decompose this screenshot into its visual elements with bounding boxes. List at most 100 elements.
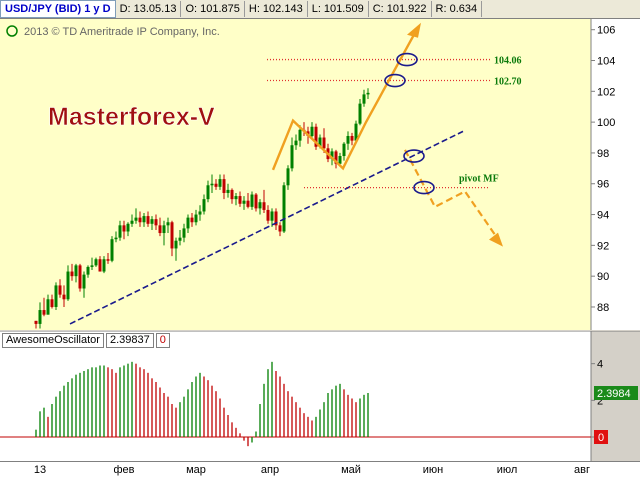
osc-value-tag	[594, 386, 638, 400]
time-tick-label: июн	[422, 464, 444, 476]
price-tick-label: 90	[597, 271, 609, 283]
candle-body	[150, 219, 154, 224]
annotations-group: 104.06 102.70 pivot MF	[69, 22, 522, 325]
candle-body	[286, 168, 290, 186]
candle-body	[310, 126, 314, 136]
logo-icon	[6, 25, 18, 37]
candle-body	[266, 209, 270, 221]
price-tick-label: 100	[597, 117, 615, 129]
candle-body	[70, 271, 74, 277]
osc-value-tag-label: 2.3984	[597, 388, 631, 400]
candle-body	[122, 225, 126, 232]
candle-body	[102, 259, 106, 272]
candle-body	[358, 103, 362, 124]
candle-body	[322, 137, 326, 149]
candle-body	[350, 135, 354, 141]
oscillator-name[interactable]: AwesomeOscillator	[2, 333, 104, 348]
candle-body	[298, 129, 302, 141]
candle-body	[222, 179, 226, 193]
candle-body	[254, 194, 258, 209]
price-chart[interactable]: 88 90 92 94 96 98 100 102 104 106 104.06 102.70 piv…	[0, 19, 640, 330]
level-label: 104.06	[494, 56, 522, 67]
candle-body	[34, 320, 38, 324]
candle-body	[46, 299, 50, 315]
range-readout: R: 0.634	[432, 1, 483, 17]
candle-body	[238, 196, 242, 204]
candle-body	[330, 151, 334, 160]
arrow-head-up	[407, 22, 421, 38]
osc-zero-tag-label: 0	[598, 432, 604, 444]
candle-body	[134, 217, 138, 221]
candle-body	[198, 211, 202, 215]
candle-body	[258, 202, 262, 209]
price-tick-label: 106	[597, 25, 615, 37]
time-tick-label: май	[341, 464, 361, 476]
low-readout: L: 101.509	[308, 1, 369, 17]
candle-body	[90, 265, 94, 267]
price-tick-label: 88	[597, 302, 609, 314]
oscillator-axis: 2 4 2.3984 0	[591, 359, 638, 444]
candle-body	[346, 135, 350, 144]
pivot-label: pivot MF	[459, 174, 499, 185]
candle-body	[190, 217, 194, 223]
candle-body	[166, 222, 170, 226]
candle-body	[118, 225, 122, 238]
candle-body	[282, 185, 286, 232]
chart-header: USD/JPY (BID) 1 y D D: 13.05.13 O: 101.8…	[0, 0, 640, 19]
candle-body	[154, 219, 158, 226]
candle-body	[290, 145, 294, 169]
candle-body	[194, 214, 198, 223]
candle-body	[294, 140, 298, 146]
price-plot-area	[0, 19, 591, 330]
candle-body	[214, 183, 218, 187]
candle-body	[334, 151, 338, 164]
symbol-selector[interactable]: USD/JPY (BID) 1 y D	[0, 0, 116, 18]
candle-body	[362, 94, 366, 104]
candle-body	[98, 259, 102, 272]
close-readout: C: 101.922	[369, 1, 432, 17]
highlight-ellipse	[396, 52, 418, 67]
candle-body	[226, 189, 230, 193]
highlight-ellipse	[403, 149, 425, 163]
arrow-head-down	[489, 232, 503, 247]
candle-body	[62, 294, 66, 300]
candle-body	[242, 200, 246, 204]
time-tick-label: апр	[260, 464, 280, 476]
price-tick-label: 98	[597, 148, 609, 160]
time-tick-label: мар	[186, 464, 206, 476]
candle-body	[54, 285, 58, 307]
oscillator-plot-area	[0, 331, 591, 461]
high-readout: H: 102.143	[245, 1, 308, 17]
candle-body	[278, 225, 282, 232]
highlight-ellipse	[413, 180, 435, 195]
wave-path-up	[271, 32, 417, 171]
highlight-ellipse	[384, 73, 406, 88]
open-readout: O: 101.875	[181, 1, 245, 17]
date-readout: D: 13.05.13	[116, 1, 182, 17]
candle-body	[114, 237, 118, 240]
candle-body	[138, 217, 142, 223]
candle-body	[82, 274, 86, 289]
time-tick-label: фев	[113, 464, 135, 476]
candle-body	[94, 259, 98, 266]
candle-body	[178, 237, 182, 241]
level-label: 102.70	[494, 77, 522, 88]
candle-body	[342, 143, 346, 157]
wave-path-down	[404, 149, 498, 239]
candle-body	[206, 185, 210, 200]
price-axis-area	[591, 19, 640, 330]
osc-tick-label: 2	[597, 395, 603, 407]
oscillator-header: AwesomeOscillator 2.39837 0	[2, 333, 172, 348]
price-tick-label: 96	[597, 179, 609, 191]
candle-body	[250, 194, 254, 207]
oscillator-zero-value: 0	[155, 333, 170, 348]
candle-body	[186, 217, 190, 229]
candle-body	[146, 216, 150, 224]
time-axis: 13 фев мар апр май июн июл авг	[0, 461, 640, 481]
candle-body	[74, 265, 78, 277]
candle-body	[50, 299, 54, 307]
candle-body	[158, 225, 162, 234]
candle-body	[78, 265, 82, 289]
candle-body	[246, 200, 250, 207]
oscillator-chart[interactable]: 2 4 2.3984 0	[0, 331, 640, 461]
